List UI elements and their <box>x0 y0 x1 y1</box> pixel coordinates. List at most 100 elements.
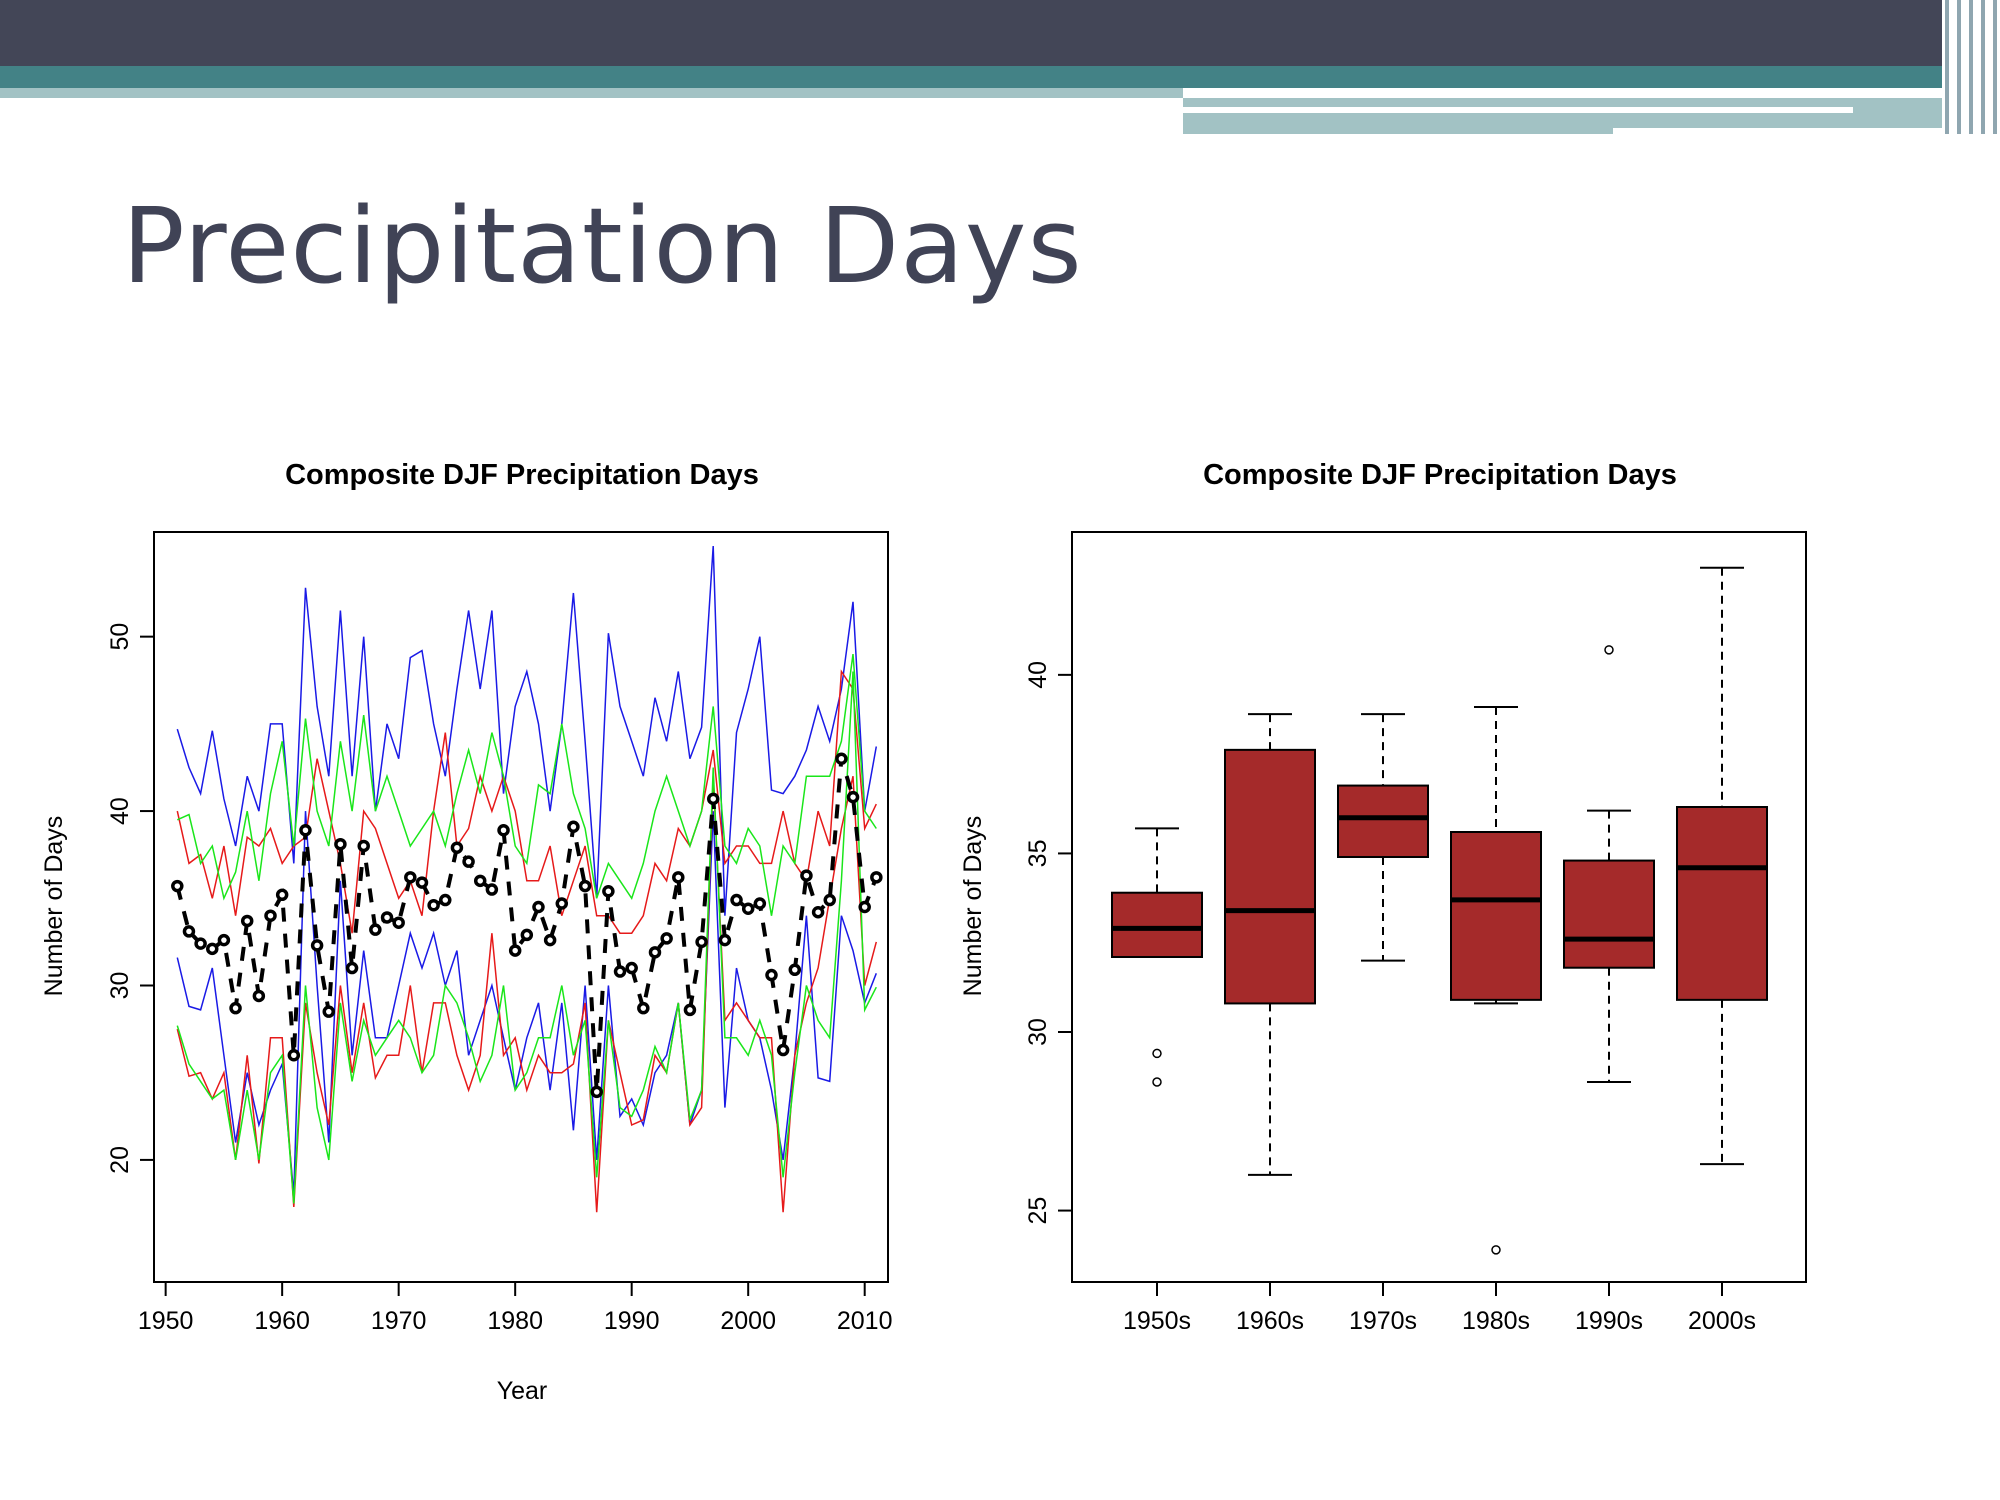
y-tick-label: 40 <box>1024 661 1052 689</box>
composite-point <box>709 794 718 803</box>
composite-point <box>336 840 345 849</box>
outlier-point <box>1605 646 1613 654</box>
composite-point <box>313 941 322 950</box>
y-tick-label: 30 <box>1024 1018 1052 1046</box>
composite-point <box>383 913 392 922</box>
box-1990s <box>1564 646 1654 1082</box>
outlier-point <box>1492 1246 1500 1254</box>
composite-point <box>278 890 287 899</box>
composite-point <box>685 1005 694 1014</box>
box-1970s <box>1338 714 1428 960</box>
box-body <box>1564 861 1654 968</box>
box-2000s <box>1677 568 1767 1164</box>
composite-point <box>394 918 403 927</box>
x-tick-label: 1950s <box>1123 1307 1191 1335</box>
composite-point <box>604 887 613 896</box>
composite-point <box>289 1051 298 1060</box>
box-body <box>1451 832 1541 1000</box>
x-tick-label: 1970 <box>371 1307 427 1335</box>
composite-point <box>592 1087 601 1096</box>
box-1960s <box>1225 714 1315 1175</box>
composite-point <box>371 925 380 934</box>
x-tick-label: 1960 <box>254 1307 310 1335</box>
composite-point <box>452 843 461 852</box>
composite-point <box>639 1004 648 1013</box>
composite-point <box>173 882 182 891</box>
composite-point <box>557 899 566 908</box>
x-tick-label: 2010 <box>837 1307 893 1335</box>
composite-point <box>219 936 228 945</box>
composite-point <box>231 1004 240 1013</box>
composite-point <box>627 964 636 973</box>
box-body <box>1338 786 1428 857</box>
composite-point <box>429 901 438 910</box>
y-tick-label: 40 <box>106 797 134 825</box>
composite-point <box>266 911 275 920</box>
x-tick-label: 1960s <box>1236 1307 1304 1335</box>
composite-point <box>487 885 496 894</box>
line-chart-y-axis-label: Number of Days <box>40 816 68 997</box>
line-chart-title: Composite DJF Precipitation Days <box>285 459 759 491</box>
composite-point <box>196 939 205 948</box>
composite-point <box>417 878 426 887</box>
composite-point <box>767 971 776 980</box>
composite-point <box>732 896 741 905</box>
composite-point <box>790 965 799 974</box>
box-chart-title: Composite DJF Precipitation Days <box>1203 459 1677 491</box>
line-chart-plot-frame <box>154 532 888 1282</box>
box-body <box>1677 807 1767 1000</box>
composite-point <box>522 930 531 939</box>
box-1980s <box>1451 707 1541 1254</box>
x-tick-label: 2000s <box>1688 1307 1756 1335</box>
composite-point <box>359 841 368 850</box>
composite-point <box>744 904 753 913</box>
box-body <box>1112 893 1202 957</box>
composite-point <box>872 873 881 882</box>
composite-point <box>464 857 473 866</box>
composite-point <box>534 903 543 912</box>
box-chart: Composite DJF Precipitation Days Number … <box>959 459 1806 1335</box>
composite-point <box>406 873 415 882</box>
box-chart-y-axis-label: Number of Days <box>959 816 987 997</box>
x-tick-label: 1990 <box>604 1307 660 1335</box>
composite-point <box>546 936 555 945</box>
composite-point <box>860 903 869 912</box>
composite-point <box>569 822 578 831</box>
composite-point <box>184 927 193 936</box>
composite-point <box>697 937 706 946</box>
x-tick-label: 1980 <box>487 1307 543 1335</box>
composite-point <box>779 1046 788 1055</box>
composite-point <box>208 944 217 953</box>
outlier-point <box>1153 1049 1161 1057</box>
box-1950s <box>1112 828 1202 1086</box>
outlier-point <box>1153 1078 1161 1086</box>
composite-point <box>254 991 263 1000</box>
box-body <box>1225 750 1315 1004</box>
composite-point <box>476 876 485 885</box>
composite-point <box>674 873 683 882</box>
composite-point <box>814 908 823 917</box>
y-tick-label: 20 <box>106 1146 134 1174</box>
composite-point <box>616 967 625 976</box>
composite-point <box>511 946 520 955</box>
composite-point <box>324 1007 333 1016</box>
series-line-1 <box>177 811 876 1195</box>
composite-point <box>243 916 252 925</box>
x-tick-label: 1970s <box>1349 1307 1417 1335</box>
x-tick-label: 1990s <box>1575 1307 1643 1335</box>
composite-point <box>348 964 357 973</box>
line-chart: Composite DJF Precipitation Days Year Nu… <box>40 459 893 1405</box>
composite-point <box>499 826 508 835</box>
y-tick-label: 35 <box>1024 840 1052 868</box>
composite-point <box>662 934 671 943</box>
composite-point <box>650 948 659 957</box>
composite-point <box>837 754 846 763</box>
composite-point <box>441 896 450 905</box>
x-tick-label: 2000 <box>720 1307 776 1335</box>
x-tick-label: 1980s <box>1462 1307 1530 1335</box>
series-line-3 <box>177 776 876 1212</box>
composite-point <box>849 793 858 802</box>
y-tick-label: 50 <box>106 623 134 651</box>
composite-point <box>720 936 729 945</box>
